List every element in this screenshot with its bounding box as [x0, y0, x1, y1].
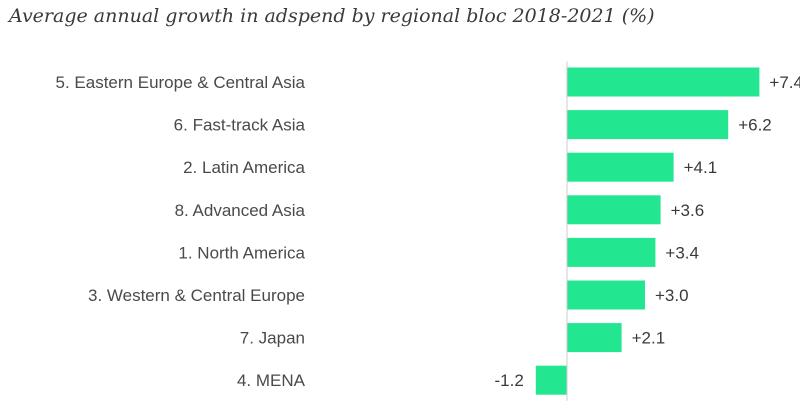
- category-label-4: 1. North America: [178, 243, 305, 262]
- value-label-0: +7.4: [769, 73, 800, 92]
- value-labels-group: +7.4 +6.2 +4.1 +3.6 +3.4 +3.0 +2.1 -1.2: [495, 73, 800, 390]
- value-label-5: +3.0: [655, 286, 689, 305]
- bar-6: [567, 323, 622, 353]
- value-label-3: +3.6: [671, 201, 705, 220]
- bar-0: [567, 67, 760, 97]
- bar-2: [567, 152, 674, 182]
- category-label-6: 7. Japan: [240, 329, 305, 348]
- value-label-6: +2.1: [632, 329, 666, 348]
- value-label-7: -1.2: [495, 371, 524, 390]
- category-label-0: 5. Eastern Europe & Central Asia: [56, 73, 306, 92]
- bar-1: [567, 110, 729, 140]
- category-label-3: 8. Advanced Asia: [175, 201, 306, 220]
- bar-5: [567, 280, 645, 310]
- bars-group: [535, 67, 760, 395]
- bar-3: [567, 195, 661, 225]
- value-label-4: +3.4: [665, 243, 699, 262]
- category-label-7: 4. MENA: [237, 371, 306, 390]
- category-label-5: 3. Western & Central Europe: [88, 286, 305, 305]
- category-label-1: 6. Fast-track Asia: [174, 116, 306, 135]
- bar-7: [535, 365, 567, 395]
- value-label-2: +4.1: [684, 158, 718, 177]
- bar-4: [567, 237, 656, 267]
- category-label-2: 2. Latin America: [183, 158, 305, 177]
- category-labels-group: 5. Eastern Europe & Central Asia 6. Fast-…: [56, 73, 306, 390]
- chart-title: Average annual growth in adspend by regi…: [9, 5, 655, 27]
- value-label-1: +6.2: [738, 116, 772, 135]
